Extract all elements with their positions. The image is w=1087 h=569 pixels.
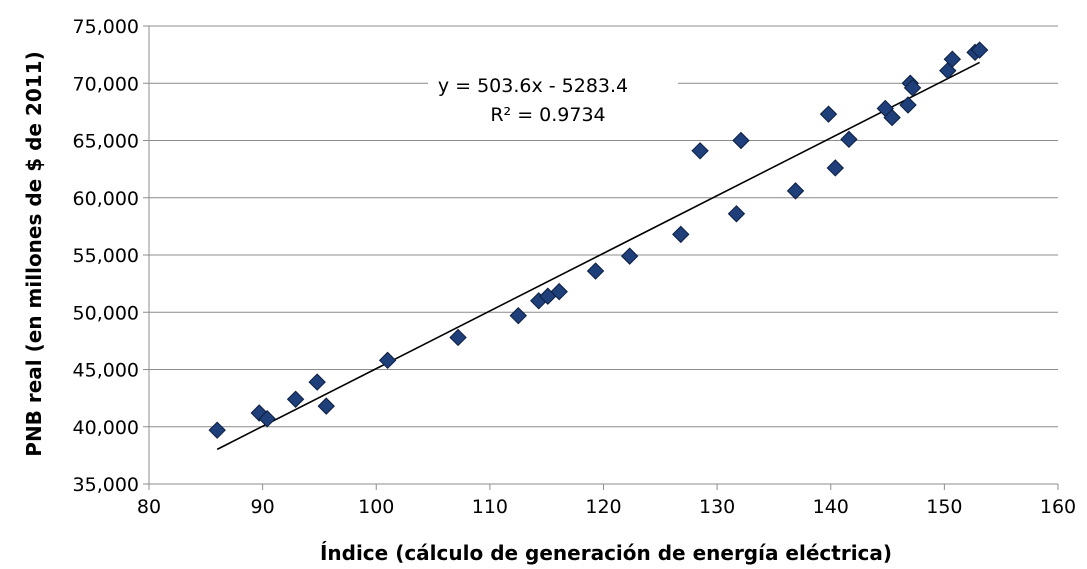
data-point <box>672 225 690 244</box>
y-tick-label: 55,000 <box>73 245 139 267</box>
y-tick-label: 65,000 <box>73 131 139 153</box>
data-point <box>286 390 305 408</box>
x-axis-title: Índice (cálculo de generación de energía… <box>320 541 892 565</box>
data-point <box>317 397 335 415</box>
data-point <box>970 41 989 59</box>
data-point <box>586 262 605 280</box>
data-point <box>620 247 639 265</box>
data-point <box>903 79 922 97</box>
x-tick-label: 120 <box>585 496 621 518</box>
data-point <box>826 159 845 177</box>
y-tick-label: 75,000 <box>73 16 139 38</box>
data-point <box>819 105 838 123</box>
x-tick-label: 160 <box>1040 496 1076 518</box>
x-tick-label: 90 <box>251 496 275 518</box>
data-point <box>550 282 568 301</box>
x-tick-label: 110 <box>472 496 508 518</box>
equation-background <box>428 68 678 132</box>
trendline <box>216 61 980 451</box>
y-tick-label: 60,000 <box>73 188 139 210</box>
x-tick-label: 80 <box>137 496 161 518</box>
grid-lines <box>149 25 1058 485</box>
data-point <box>308 373 326 391</box>
y-axis-title: PNB real (en millones de $ de 2011) <box>22 51 46 456</box>
trendline-r-squared: R² = 0.9734 <box>490 104 605 126</box>
x-tick-label: 140 <box>813 496 849 518</box>
data-point <box>732 131 750 150</box>
y-tick-label: 40,000 <box>73 417 139 439</box>
data-point <box>786 182 805 200</box>
trendline-equation: y = 503.6x - 5283.4 <box>438 75 628 97</box>
data-point <box>883 108 901 127</box>
y-tick-label: 70,000 <box>73 73 139 95</box>
data-point <box>258 410 276 428</box>
data-point <box>943 50 962 68</box>
y-tick-label: 50,000 <box>73 302 139 324</box>
data-point <box>208 421 226 439</box>
data-point <box>509 306 527 325</box>
trendline-line <box>216 61 980 451</box>
axis-lines <box>143 25 1059 490</box>
data-point <box>378 351 397 370</box>
data-point <box>899 96 917 114</box>
x-tick-label: 100 <box>358 496 394 518</box>
data-points <box>208 41 989 439</box>
x-tick-labels: 80 90 100 110 120 130 140 150 160 <box>137 496 1076 518</box>
x-tick-label: 130 <box>699 496 735 518</box>
data-point <box>840 130 858 149</box>
y-tick-label: 45,000 <box>73 360 139 382</box>
x-tick-label: 150 <box>926 496 962 518</box>
data-point <box>449 328 467 347</box>
y-tick-label: 35,000 <box>73 474 139 496</box>
data-point <box>691 142 709 160</box>
data-point <box>727 205 746 223</box>
y-tick-labels: 35,000 40,000 45,000 50,000 55,000 60,000 65,0… <box>73 16 139 496</box>
